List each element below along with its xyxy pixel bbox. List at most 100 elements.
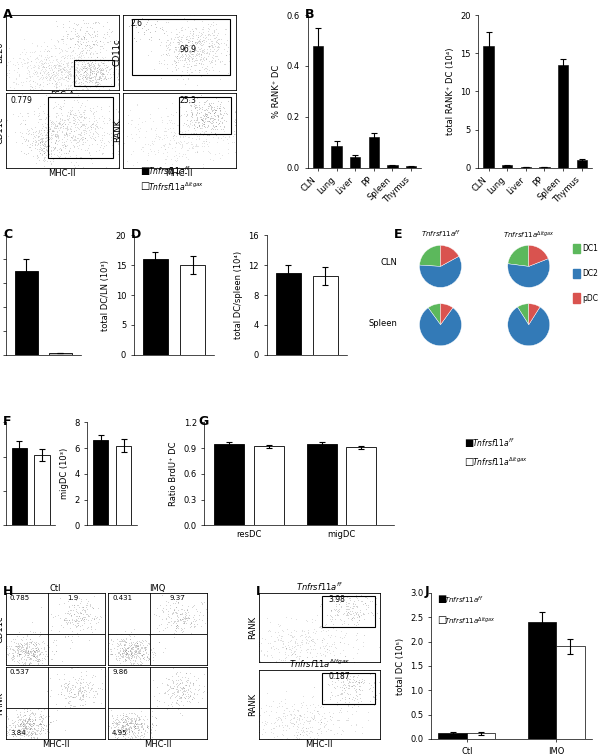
Point [296,701,306,713]
Point [182,612,191,624]
Point [181,607,190,619]
Point [38,145,48,157]
Point [28,639,38,651]
Point [178,617,188,629]
Point [53,130,62,142]
Point [126,642,136,654]
Point [22,139,32,151]
Point [189,119,199,131]
Point [103,727,113,739]
Point [274,620,284,632]
Point [188,38,198,50]
Point [90,624,100,636]
Point [167,688,177,700]
Point [186,39,196,51]
Point [30,136,40,148]
Point [132,648,141,661]
Point [274,652,283,664]
Point [92,26,102,38]
Point [81,608,90,620]
Point [195,111,205,123]
Point [63,630,73,642]
Point [17,84,26,96]
Point [195,122,205,134]
Point [145,639,154,651]
Point [75,38,84,50]
Point [127,646,137,658]
Point [284,641,294,653]
Point [363,599,373,611]
Point [26,731,36,743]
Text: □: □ [437,615,446,625]
Point [197,118,207,130]
Point [69,129,78,141]
Point [202,605,212,618]
Point [30,139,39,151]
Point [200,121,209,133]
Point [51,111,60,123]
Point [97,51,107,63]
Point [32,77,42,89]
Point [202,686,212,698]
Point [351,686,361,698]
Point [68,691,77,703]
Point [176,35,185,47]
Point [170,146,180,158]
Point [150,608,159,620]
Point [20,727,30,739]
Point [131,640,141,652]
Point [73,53,83,65]
Point [26,707,36,719]
Point [254,656,264,668]
Point [44,60,53,72]
Point [36,142,46,154]
Point [136,726,145,738]
Point [350,725,360,737]
Point [191,99,201,111]
Point [292,732,302,744]
Point [38,106,47,118]
Point [84,72,94,84]
Point [12,725,22,737]
Point [71,64,81,76]
Point [130,714,140,726]
Point [40,51,50,63]
Point [173,674,183,686]
Point [91,51,101,63]
Point [191,49,201,61]
Point [337,614,346,626]
Point [53,609,63,621]
Point [182,120,192,132]
Point [96,40,105,52]
Title: Ctl: Ctl [50,584,62,593]
Point [203,100,213,112]
Point [66,120,75,132]
Point [78,602,88,615]
Point [34,644,44,656]
Point [316,621,326,633]
Point [339,631,349,643]
Point [188,693,197,705]
Point [305,706,315,718]
Point [336,676,346,688]
Point [43,648,53,660]
Point [337,594,346,606]
Point [36,124,46,136]
Point [84,74,94,86]
Point [77,32,87,44]
Point [195,66,205,78]
Point [276,634,286,646]
Point [114,72,123,84]
Point [24,645,33,657]
Point [217,117,227,129]
Point [208,116,217,128]
Point [17,633,26,645]
Point [120,655,130,667]
Point [84,39,93,51]
Point [35,100,45,112]
Point [212,34,222,46]
Point [98,36,108,48]
Point [162,130,172,143]
Point [209,44,218,57]
Point [254,715,264,727]
